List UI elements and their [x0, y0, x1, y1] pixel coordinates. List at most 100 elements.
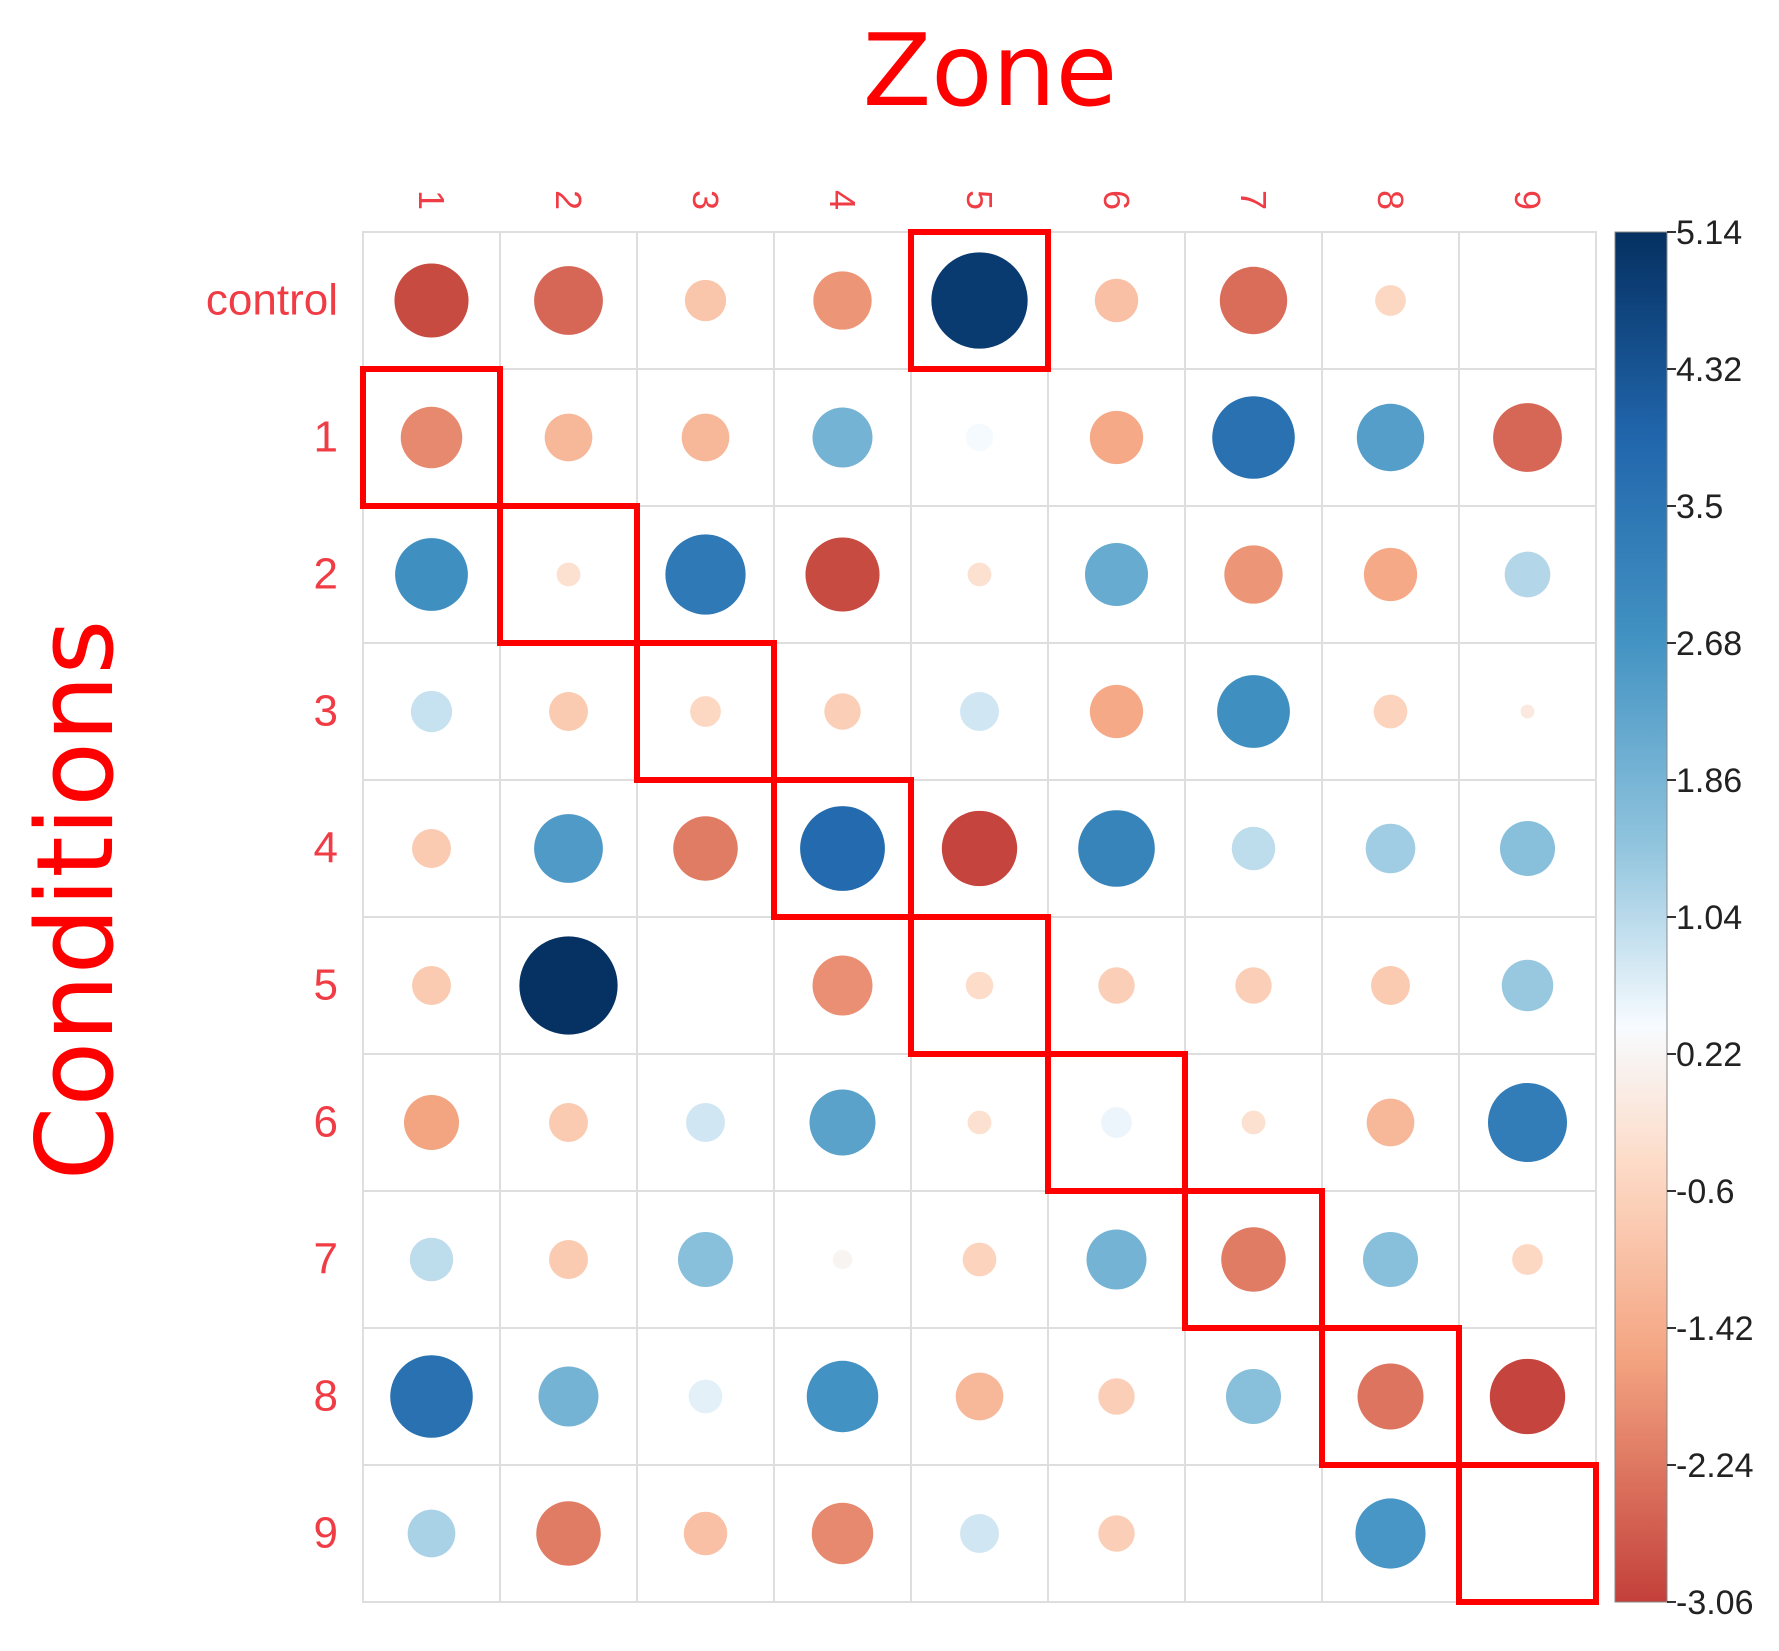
- row-labels: control 1 2 3 4 5 6 7 8 9: [206, 276, 338, 1558]
- highlight-box: [908, 229, 1051, 372]
- circle-marker: [1098, 967, 1135, 1004]
- circle-marker: [941, 810, 1018, 887]
- circle-marker: [1221, 1227, 1286, 1292]
- circle-marker: [394, 263, 469, 338]
- column-label: 4: [822, 190, 863, 210]
- colorbar-tick-label: -0.6: [1676, 1173, 1735, 1211]
- colorbar-tick-label: 1.04: [1676, 899, 1742, 937]
- circle-marker: [1373, 694, 1408, 729]
- highlight-boxes: [360, 229, 1599, 1605]
- circle-marker: [813, 271, 872, 330]
- column-label: 9: [1507, 190, 1548, 210]
- colorbar-tick-label: 3.5: [1676, 488, 1723, 526]
- column-label: 5: [959, 190, 1000, 210]
- circle-marker: [1493, 403, 1562, 472]
- circle-marker: [1089, 410, 1144, 465]
- circle-marker: [967, 1110, 992, 1135]
- circle-marker: [955, 1372, 1004, 1421]
- circle-marker: [410, 690, 453, 733]
- circle-marker: [556, 562, 581, 587]
- circle-marker: [960, 1514, 999, 1553]
- circle-marker: [806, 1360, 879, 1433]
- colorbar-tick-label: 0.22: [1676, 1036, 1742, 1074]
- column-label: 1: [411, 190, 452, 210]
- circle-marker: [407, 1509, 456, 1558]
- circle-marker: [962, 1242, 997, 1277]
- row-label: 8: [314, 1372, 338, 1421]
- row-label: control: [206, 276, 338, 325]
- colorbar: 5.14 4.32 3.5 2.68 1.86 1.04 0.22 -0.6 -1.42 -2.2…: [1614, 214, 1754, 1622]
- circle-marker: [681, 413, 730, 462]
- circle-markers: [390, 252, 1568, 1569]
- circle-marker: [1241, 1110, 1266, 1135]
- column-label: 2: [548, 190, 589, 210]
- circle-marker: [931, 252, 1028, 349]
- circle-marker: [1225, 1368, 1282, 1425]
- circle-marker: [1512, 1244, 1543, 1275]
- highlight-box: [1319, 1325, 1462, 1468]
- circle-marker: [965, 971, 994, 1000]
- colorbar-tick-label: 1.86: [1676, 762, 1742, 800]
- highlight-box: [908, 914, 1051, 1057]
- column-label: 8: [1370, 190, 1411, 210]
- highlight-box: [634, 640, 777, 783]
- circle-marker: [1371, 966, 1410, 1005]
- circle-marker: [1231, 826, 1276, 871]
- highlight-box: [1182, 1188, 1325, 1331]
- circle-marker: [1094, 278, 1139, 323]
- circle-marker: [1235, 967, 1272, 1004]
- circle-marker: [1499, 820, 1556, 877]
- colorbar-gradient: [1614, 231, 1668, 1603]
- circle-marker: [1219, 266, 1288, 335]
- circle-marker: [967, 562, 992, 587]
- chart-title: Zone: [863, 12, 1118, 129]
- circle-marker: [534, 814, 603, 883]
- circle-marker: [1363, 547, 1418, 602]
- circle-marker: [538, 1366, 599, 1427]
- circle-marker: [684, 279, 727, 322]
- colorbar-tick-label: -1.42: [1676, 1310, 1754, 1348]
- colorbar-tick-label: -3.06: [1676, 1584, 1754, 1622]
- highlight-box: [1045, 1051, 1188, 1194]
- row-label: 3: [314, 687, 338, 736]
- circle-marker: [960, 692, 999, 731]
- circle-marker: [409, 1237, 454, 1282]
- circle-marker: [688, 1379, 723, 1414]
- circle-marker: [1217, 675, 1290, 748]
- circle-marker: [403, 1094, 460, 1151]
- circle-marker: [1520, 704, 1535, 719]
- circle-marker: [1489, 1358, 1566, 1435]
- circle-marker: [809, 1089, 876, 1156]
- circle-marker: [683, 1511, 728, 1556]
- row-label: 5: [314, 961, 338, 1010]
- circle-marker: [519, 936, 618, 1035]
- circle-marker: [1089, 684, 1144, 739]
- circle-marker: [395, 538, 468, 611]
- circle-marker: [412, 829, 451, 868]
- circle-marker: [800, 806, 885, 891]
- column-label: 7: [1233, 190, 1274, 210]
- circle-marker: [805, 537, 880, 612]
- colorbar-ticks: 5.14 4.32 3.5 2.68 1.86 1.04 0.22 -0.6 -1.42 -2.2…: [1667, 214, 1754, 1622]
- row-label: 1: [314, 413, 338, 462]
- colorbar-tick-label: -2.24: [1676, 1447, 1754, 1485]
- circle-marker: [1098, 1378, 1135, 1415]
- row-label: 2: [314, 550, 338, 599]
- highlight-box: [360, 366, 503, 509]
- circle-marker: [812, 955, 873, 1016]
- circle-marker: [677, 1231, 734, 1288]
- column-label: 6: [1096, 190, 1137, 210]
- circle-marker: [400, 406, 463, 469]
- circle-marker: [1375, 285, 1406, 316]
- circle-marker: [549, 1103, 588, 1142]
- circle-marker: [1487, 1082, 1568, 1163]
- circle-marker: [1224, 545, 1283, 604]
- circle-marker: [1357, 1363, 1424, 1430]
- row-label: 9: [314, 1509, 338, 1558]
- circle-marker: [1362, 1231, 1419, 1288]
- circle-marker: [1086, 1229, 1147, 1290]
- circle-marker: [1356, 403, 1425, 472]
- circle-marker: [812, 407, 873, 468]
- circle-marker: [534, 266, 603, 335]
